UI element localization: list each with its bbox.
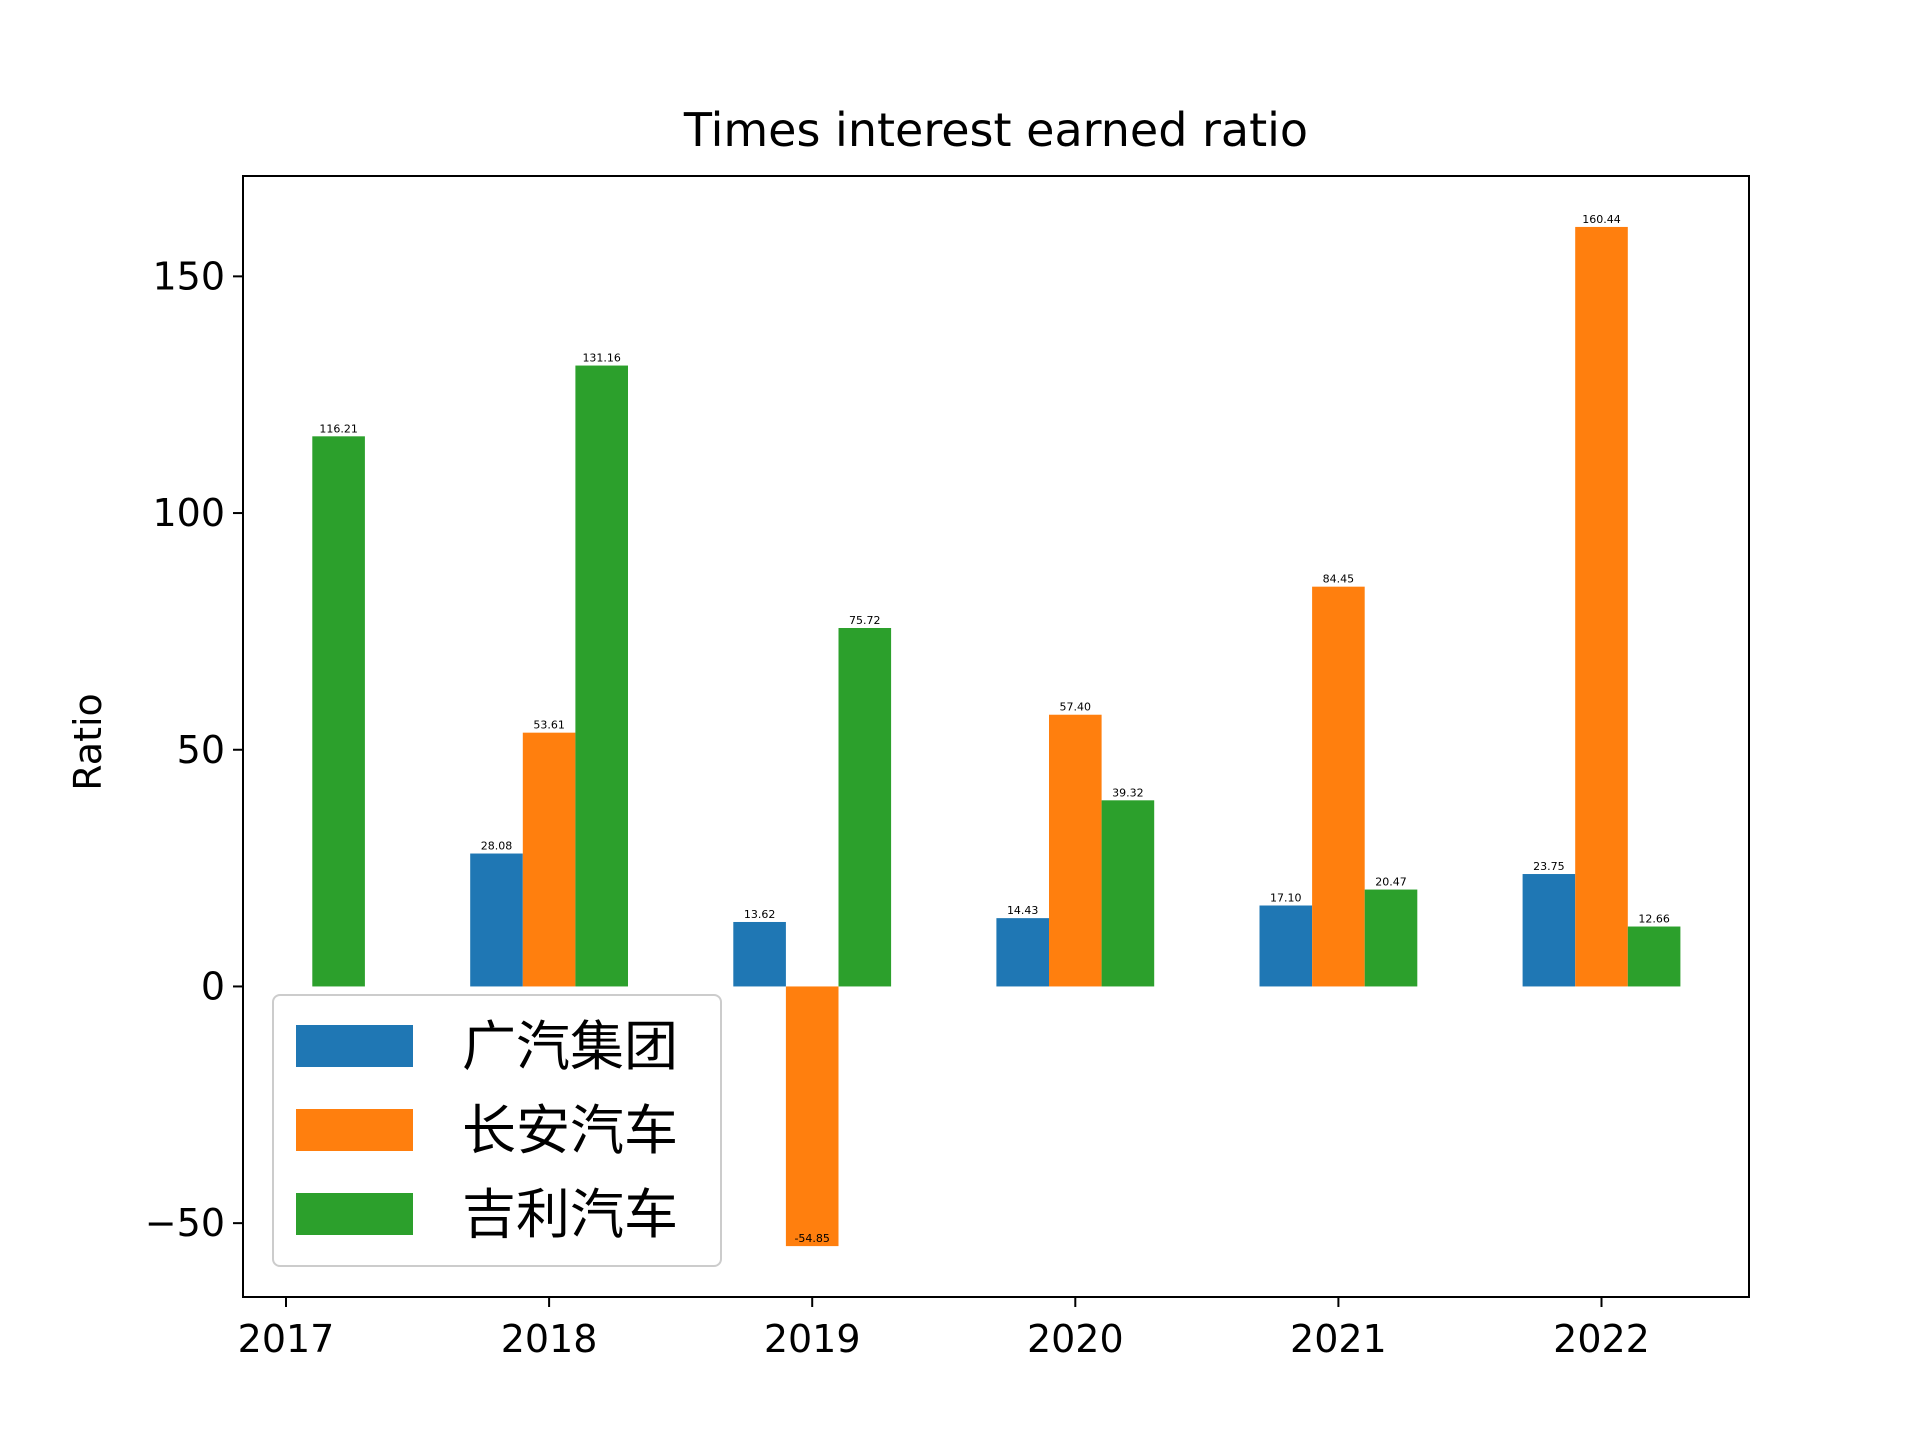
data-label-2-2022: 160.44	[1582, 213, 1621, 226]
bar-2-2020	[1049, 714, 1102, 987]
bar-3-2017	[312, 436, 365, 987]
y-tick-label-3: 100	[152, 491, 225, 535]
data-label-3-2021: 20.47	[1375, 876, 1407, 889]
y-tick-label-2: 50	[177, 728, 225, 772]
data-label-1-2020: 14.43	[1007, 904, 1039, 917]
chart-title: Times interest earned ratio	[683, 103, 1308, 157]
legend-label-2: 长安汽车	[462, 1099, 678, 1162]
data-labels-group: 28.08 13.62 14.43 17.10 23.75 53.61 -54.85 57.4…	[319, 213, 1670, 1245]
legend-swatch-1	[296, 1025, 413, 1067]
data-label-1-2019: 13.62	[744, 908, 776, 921]
x-tick-label-2018: 2018	[501, 1317, 598, 1361]
data-label-3-2017: 116.21	[319, 422, 358, 435]
legend-label-3: 吉利汽车	[462, 1183, 678, 1246]
data-label-3-2018: 131.16	[582, 352, 621, 365]
x-tick-label-2022: 2022	[1553, 1317, 1650, 1361]
bar-3-2019	[838, 627, 892, 987]
bar-1-2021	[1259, 905, 1313, 987]
legend-swatch-2	[296, 1109, 413, 1151]
x-axis-ticks: 2017 2018 2019 2020 2021 2022	[238, 1297, 1650, 1361]
y-tick-label-0: −50	[145, 1201, 225, 1245]
data-label-2-2021: 84.45	[1323, 573, 1355, 586]
data-label-2-2020: 57.40	[1060, 701, 1092, 714]
legend-swatch-3	[296, 1193, 413, 1235]
x-tick-label-2017: 2017	[238, 1317, 335, 1361]
bar-2-2022	[1575, 226, 1628, 987]
bars-group	[312, 226, 1681, 1247]
plot-frame	[242, 175, 1750, 1298]
bar-3-2020	[1101, 800, 1155, 987]
bar-1-2020	[996, 918, 1049, 987]
data-label-3-2020: 39.32	[1112, 786, 1144, 799]
bar-2-2018	[522, 732, 576, 987]
bar-1-2019	[733, 921, 786, 987]
x-tick-label-2019: 2019	[764, 1317, 861, 1361]
bar-3-2018	[575, 365, 628, 987]
bar-3-2021	[1364, 889, 1418, 987]
y-axis-ticks: −50 0 50 100 150	[145, 254, 243, 1245]
data-label-1-2021: 17.10	[1270, 892, 1302, 905]
y-tick-label-1: 0	[201, 964, 225, 1008]
data-label-2-2018: 53.61	[533, 719, 565, 732]
bar-2-2021	[1312, 586, 1365, 987]
data-label-3-2019: 75.72	[849, 614, 881, 627]
x-tick-label-2021: 2021	[1290, 1317, 1387, 1361]
bar-1-2022	[1522, 874, 1576, 987]
bar-1-2018	[470, 853, 523, 987]
y-tick-label-4: 150	[152, 254, 225, 298]
x-tick-label-2020: 2020	[1027, 1317, 1124, 1361]
bar-2-2019	[785, 986, 839, 1247]
data-label-1-2022: 23.75	[1533, 860, 1565, 873]
bar-3-2022	[1627, 926, 1681, 987]
data-label-1-2018: 28.08	[481, 840, 513, 853]
data-label-3-2022: 12.66	[1638, 913, 1670, 926]
legend-label-1: 广汽集团	[462, 1015, 678, 1078]
data-label-2-2019: -54.85	[794, 1232, 829, 1245]
y-axis-label: Ratio	[66, 693, 110, 791]
